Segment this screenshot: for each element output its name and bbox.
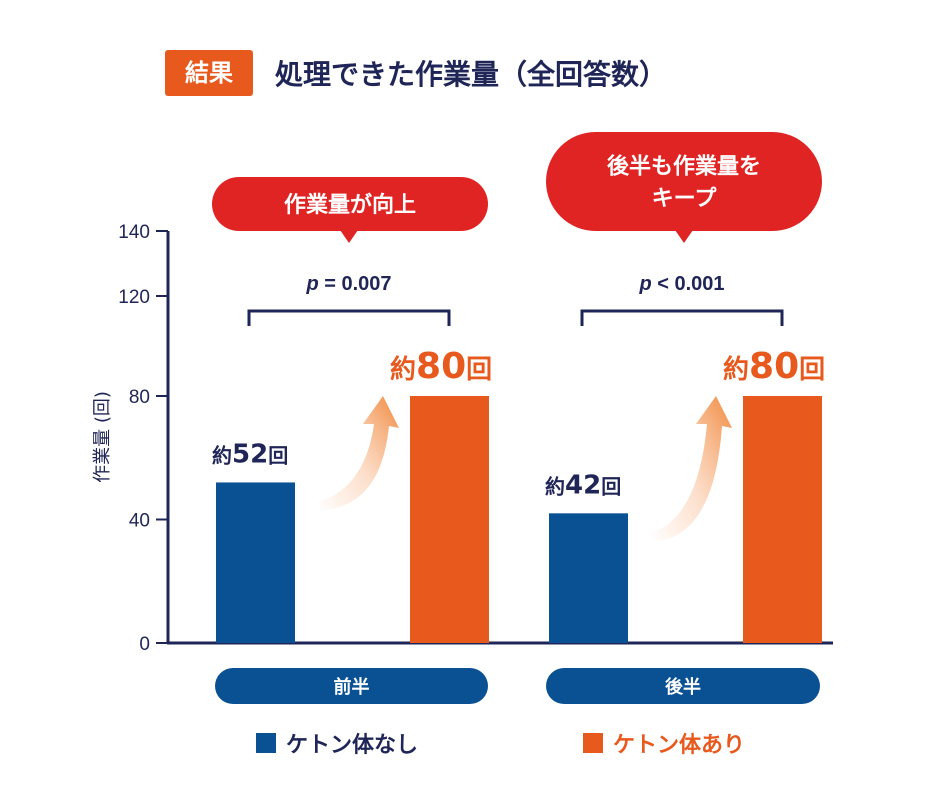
category-pill bbox=[215, 668, 488, 704]
bars-layer bbox=[216, 396, 822, 643]
data-label: 約52回 bbox=[212, 439, 288, 469]
p-value: p = 0.007 bbox=[305, 273, 391, 295]
callout-tail bbox=[675, 230, 693, 243]
data-label: 約80回 bbox=[390, 346, 492, 387]
p-value: p < 0.001 bbox=[638, 273, 724, 295]
y-axis-label: 作業量 (回) bbox=[92, 391, 113, 483]
bar-with-ketone-first-half bbox=[410, 396, 489, 643]
bar-without-ketone-first-half bbox=[216, 482, 295, 643]
data-label: 約42回 bbox=[545, 470, 621, 500]
y-tick-label: 140 bbox=[118, 222, 150, 243]
callout-text: 後半も作業量を bbox=[607, 154, 761, 180]
legend-label: ケトン体なし bbox=[286, 733, 418, 758]
annotations-layer: 約52回 約80回 p = 0.007 約42回 約80回 p < 0.001 作業量が向上… bbox=[212, 132, 825, 542]
callout-tail bbox=[340, 230, 358, 243]
legend-swatch bbox=[583, 733, 603, 753]
rising-arrow bbox=[317, 396, 399, 511]
callout-text: 作業量が向上 bbox=[284, 192, 416, 218]
significance-bracket bbox=[580, 309, 784, 326]
callout-bubble bbox=[546, 132, 822, 231]
bar-without-ketone-second-half bbox=[549, 513, 628, 643]
y-tick-label: 120 bbox=[118, 287, 150, 308]
data-label: 約80回 bbox=[723, 346, 825, 387]
result-badge: 結果 bbox=[165, 50, 253, 96]
callout-bubble bbox=[212, 177, 488, 231]
significance-bracket bbox=[247, 309, 451, 326]
legend-swatch bbox=[256, 733, 276, 753]
category-pill bbox=[546, 668, 820, 704]
rising-arrow bbox=[650, 396, 732, 542]
bar-with-ketone-second-half bbox=[743, 396, 822, 643]
y-tick-label: 40 bbox=[129, 511, 150, 532]
y-tick-label: 0 bbox=[139, 634, 150, 655]
y-tick-label: 80 bbox=[129, 387, 150, 408]
chart-title: 処理できた作業量（全回答数） bbox=[275, 58, 668, 91]
chart-header: 結果 処理できた作業量（全回答数） bbox=[165, 50, 667, 96]
category-label: 前半 bbox=[334, 676, 370, 698]
category-label: 後半 bbox=[665, 676, 701, 698]
legend-label: ケトン体あり bbox=[613, 733, 745, 758]
callout-text: キープ bbox=[652, 187, 718, 212]
